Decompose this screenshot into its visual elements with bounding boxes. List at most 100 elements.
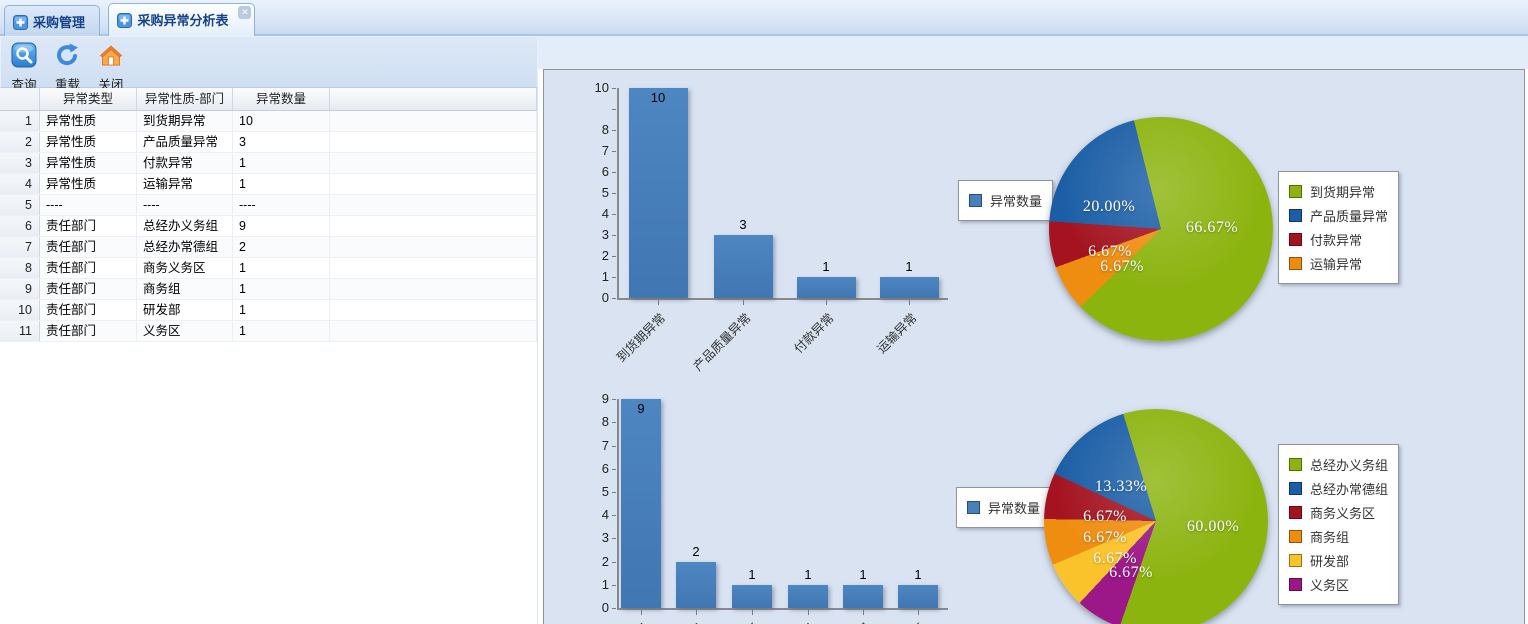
home-icon bbox=[98, 42, 124, 73]
cell-exception-qty: 10 bbox=[233, 111, 330, 131]
legend-swatch bbox=[1289, 506, 1302, 519]
row-number-cell: 1 bbox=[0, 111, 40, 131]
legend-label: 总经办义务组 bbox=[1310, 458, 1389, 473]
y-tick bbox=[612, 298, 616, 299]
y-tick bbox=[612, 88, 616, 89]
pie-chart[interactable] bbox=[1044, 409, 1268, 624]
table-row[interactable]: 1 异常性质 到货期异常 10 bbox=[0, 111, 537, 132]
y-tick bbox=[612, 538, 616, 540]
col-filler bbox=[330, 88, 537, 110]
y-tick-label: 0 bbox=[601, 600, 609, 615]
cell-filler bbox=[330, 321, 537, 341]
bar[interactable] bbox=[732, 584, 772, 608]
legend-item: 付款异常 bbox=[1289, 230, 1388, 249]
cell-exception-type: 异常性质 bbox=[40, 153, 137, 173]
legend-swatch bbox=[1289, 209, 1302, 222]
x-tick bbox=[808, 610, 809, 615]
y-tick-label: 5 bbox=[601, 185, 609, 200]
y-tick bbox=[612, 492, 616, 493]
legend-item: 总经办常德组 bbox=[1289, 479, 1388, 498]
reload-button[interactable]: 重载 bbox=[48, 40, 86, 93]
table-row[interactable]: 2 异常性质 产品质量异常 3 bbox=[0, 132, 537, 153]
table-row[interactable]: 6 责任部门 总经办义务组 9 bbox=[0, 216, 537, 237]
bar[interactable] bbox=[879, 277, 939, 298]
bar-value-label: 1 bbox=[748, 566, 756, 582]
row-number-cell: 10 bbox=[0, 300, 40, 320]
table-row[interactable]: 3 异常性质 付款异常 1 bbox=[0, 153, 537, 174]
y-axis bbox=[617, 88, 619, 298]
cell-exception-type: 责任部门 bbox=[40, 321, 137, 341]
legend-pie-chart: 到货期异常 产品质量异常 付款异常 运输异常 bbox=[1278, 171, 1400, 284]
bar[interactable] bbox=[628, 88, 688, 298]
tab-procurement-management[interactable]: 采购管理 bbox=[4, 5, 101, 36]
x-tick bbox=[641, 610, 642, 615]
y-tick-label: 0 bbox=[601, 290, 609, 305]
table-row[interactable]: 5 ---- ---- ---- bbox=[0, 195, 537, 216]
bar-value-label: 10 bbox=[650, 90, 666, 105]
col-exception-qty[interactable]: 异常数量 bbox=[233, 88, 330, 110]
y-tick bbox=[612, 584, 616, 586]
bar[interactable] bbox=[898, 584, 938, 608]
cell-exception-type: 责任部门 bbox=[40, 279, 137, 299]
legend-swatch bbox=[1289, 233, 1302, 246]
cell-exception-nature-dept: 商务组 bbox=[137, 279, 233, 299]
bar[interactable] bbox=[676, 561, 716, 608]
x-axis bbox=[617, 608, 948, 610]
table-row[interactable]: 11 责任部门 义务区 1 bbox=[0, 321, 537, 342]
y-tick bbox=[612, 445, 616, 447]
y-axis bbox=[617, 399, 619, 608]
cell-exception-qty: 1 bbox=[233, 321, 330, 341]
y-tick bbox=[612, 561, 616, 563]
cell-exception-qty: 9 bbox=[233, 216, 330, 236]
cell-exception-qty: 1 bbox=[233, 279, 330, 299]
cell-exception-nature-dept: 运输异常 bbox=[137, 174, 233, 194]
tab-exception-analysis[interactable]: 采购异常分析表 ✕ bbox=[108, 3, 256, 36]
cell-exception-qty: 1 bbox=[233, 174, 330, 194]
cell-exception-qty: 1 bbox=[233, 153, 330, 173]
col-exception-type[interactable]: 异常类型 bbox=[40, 88, 137, 110]
tab-close-icon[interactable]: ✕ bbox=[238, 6, 252, 19]
close-button[interactable]: 关闭 bbox=[92, 40, 130, 93]
tab-report-icon bbox=[13, 15, 28, 33]
legend-swatch bbox=[1289, 578, 1302, 591]
x-category-label: 商务组 bbox=[779, 618, 819, 624]
y-tick-label: 9 bbox=[601, 391, 609, 407]
cell-exception-qty: 3 bbox=[233, 132, 330, 152]
table-row[interactable]: 7 责任部门 总经办常德组 2 bbox=[0, 237, 537, 258]
table-row[interactable]: 8 责任部门 商务义务区 1 bbox=[0, 258, 537, 279]
bar[interactable] bbox=[796, 277, 856, 298]
table-row[interactable]: 9 责任部门 商务组 1 bbox=[0, 279, 537, 300]
x-tick bbox=[658, 300, 659, 305]
tab-strip: 采购管理 采购异常分析表 ✕ bbox=[0, 0, 1528, 36]
pie-chart[interactable] bbox=[1049, 117, 1273, 341]
y-tick bbox=[612, 214, 616, 215]
cell-exception-nature-dept: 付款异常 bbox=[137, 153, 233, 173]
table-row[interactable]: 4 异常性质 运输异常 1 bbox=[0, 174, 537, 195]
y-tick-label: 3 bbox=[601, 530, 609, 546]
bar[interactable] bbox=[788, 584, 828, 608]
col-exception-nature-dept[interactable]: 异常性质-部门 bbox=[137, 88, 233, 110]
cell-filler bbox=[330, 111, 537, 131]
bar-value-label: 2 bbox=[692, 543, 700, 559]
row-number-cell: 4 bbox=[0, 174, 40, 194]
query-button[interactable]: 查询 bbox=[5, 40, 43, 93]
bar[interactable] bbox=[713, 235, 773, 298]
y-tick bbox=[612, 130, 616, 131]
x-category-label: 付款异常 bbox=[791, 310, 837, 357]
legend-label: 总经办常德组 bbox=[1310, 482, 1389, 497]
cell-exception-nature-dept: 商务义务区 bbox=[137, 258, 233, 278]
bar[interactable] bbox=[621, 399, 661, 608]
y-tick-label: 2 bbox=[601, 248, 609, 263]
legend-item: 商务义务区 bbox=[1289, 503, 1388, 522]
bar[interactable] bbox=[843, 584, 883, 608]
cell-exception-nature-dept: 义务区 bbox=[137, 321, 233, 341]
data-grid: 异常类型 异常性质-部门 异常数量 1 异常性质 到货期异常 10 2 异常性质 产品质量异… bbox=[0, 88, 538, 624]
bar-value-label: 1 bbox=[905, 259, 913, 274]
table-row[interactable]: 10 责任部门 研发部 1 bbox=[0, 300, 537, 321]
row-number-cell: 7 bbox=[0, 237, 40, 257]
row-number-cell: 9 bbox=[0, 279, 40, 299]
legend-label: 产品质量异常 bbox=[1310, 209, 1389, 224]
cell-exception-type: 责任部门 bbox=[40, 300, 137, 320]
x-category-label: 到货期异常 bbox=[614, 310, 669, 365]
pie-percent-label: 6.67% bbox=[1093, 550, 1137, 567]
